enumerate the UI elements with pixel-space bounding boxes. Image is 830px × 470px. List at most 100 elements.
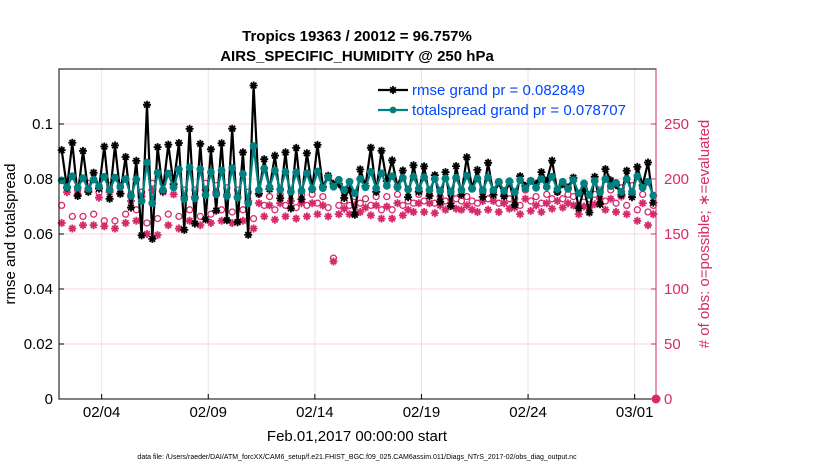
rmse-point: [292, 143, 301, 152]
legend: rmse grand pr = 0.082849 totalspread gran…: [378, 82, 626, 119]
totalspread-point: [169, 183, 178, 192]
rmse-point: [382, 177, 391, 186]
rmse-point: [628, 193, 636, 202]
totalspread-point: [462, 171, 471, 180]
evaluated-obs-point: [254, 199, 263, 208]
y2-tick-label: 0: [664, 391, 672, 408]
possible-obs-point: [121, 210, 130, 218]
x-tick-label: 02/19: [403, 404, 441, 421]
rmse-point: [276, 194, 285, 203]
totalspread-point: [590, 177, 599, 185]
rmse-point: [100, 142, 109, 151]
rmse-point: [489, 190, 498, 199]
totalspread-point: [121, 175, 130, 183]
totalspread-point: [334, 175, 343, 184]
rmse-point: [622, 166, 631, 175]
evaluated-obs-point: [526, 206, 535, 215]
y-axis-label: rmse and totalspread: [2, 164, 19, 305]
x-tick-label: 02/04: [83, 404, 121, 421]
evaluated-obs-point: [164, 221, 173, 230]
totalspread-point: [302, 169, 311, 178]
possible-obs-point: [68, 212, 76, 221]
evaluated-obs-point: [553, 197, 562, 205]
rmse-point: [425, 192, 434, 200]
rmse-point: [190, 219, 199, 228]
evaluated-obs-point: [505, 204, 514, 213]
totalspread-point: [478, 186, 487, 194]
totalspread-point: [137, 197, 146, 205]
rmse-point: [212, 206, 221, 215]
evaluated-obs-point: [537, 208, 546, 216]
rmse-point: [180, 225, 189, 234]
totalspread-point: [558, 177, 567, 186]
rmse-point: [350, 210, 359, 219]
evaluated-obs-point: [441, 205, 450, 214]
evaluated-obs-point: [580, 202, 588, 211]
evaluated-obs-point: [169, 190, 178, 199]
evaluated-obs-point: [430, 209, 439, 218]
totalspread-point: [580, 179, 588, 188]
evaluated-obs-point: [100, 222, 109, 231]
x-tick-label: 03/01: [616, 404, 654, 421]
totalspread-point: [244, 199, 253, 208]
rmse-point: [446, 202, 455, 210]
totalspread-point: [191, 194, 199, 203]
totalspread-point: [425, 186, 434, 194]
totalspread-point: [249, 142, 258, 150]
rmse-point: [132, 156, 141, 165]
rmse-point: [580, 184, 588, 193]
rmse-point: [153, 143, 162, 152]
totalspread-point: [324, 173, 333, 182]
rmse-point: [57, 146, 66, 155]
rmse-point: [313, 140, 322, 149]
totalspread-point: [318, 184, 327, 192]
rmse-point: [244, 230, 253, 239]
evaluated-obs-point: [308, 199, 317, 208]
possible-obs-point: [228, 208, 236, 216]
evaluated-obs-point: [95, 193, 103, 202]
evaluated-obs-point: [63, 188, 71, 197]
totalspread-point: [84, 185, 93, 193]
totalspread-line: [60, 145, 655, 204]
rmse-point: [606, 176, 615, 185]
evaluated-obs-point: [132, 216, 141, 225]
rmse-point: [388, 156, 397, 165]
totalspread-point: [596, 188, 604, 197]
evaluated-obs-point: [111, 224, 119, 233]
totalspread-point: [489, 186, 498, 194]
totalspread-point: [132, 175, 141, 184]
totalspread-point: [329, 182, 338, 191]
rmse-point: [574, 204, 583, 213]
totalspread-point: [228, 164, 237, 172]
rmse-point: [201, 215, 210, 224]
evaluated-obs-point: [238, 216, 247, 225]
totalspread-point: [89, 175, 98, 184]
rmse-point: [174, 139, 183, 147]
totalspread-point: [473, 174, 482, 183]
rmse-point: [260, 155, 269, 164]
evaluated-obs-point: [366, 211, 375, 220]
totalspread-point: [505, 177, 514, 186]
y-tick-label: 0.1: [32, 116, 53, 133]
totalspread-point: [574, 189, 583, 198]
evaluated-obs-point: [468, 205, 477, 214]
evaluated-obs-point: [425, 199, 434, 208]
totalspread-point: [638, 183, 647, 192]
totalspread-point: [180, 195, 189, 203]
rmse-point: [185, 124, 194, 133]
totalspread-point: [537, 175, 546, 183]
totalspread-point: [95, 182, 103, 191]
evaluated-obs-point: [324, 212, 333, 221]
evaluated-obs-point: [489, 197, 498, 205]
y2-axis-ticks: 0 50 100 150 200 250: [651, 69, 689, 408]
evaluated-obs-point: [633, 216, 642, 225]
rmse-point: [137, 231, 146, 240]
evaluated-obs-point: [318, 201, 327, 210]
evaluated-obs-point: [174, 224, 183, 233]
evaluated-obs-point: [532, 201, 541, 210]
possible-obs-point: [265, 192, 274, 201]
y-tick-label: 0.02: [24, 336, 53, 353]
rmse-point: [436, 197, 445, 206]
rmse-point: [238, 148, 247, 157]
totalspread-point: [644, 177, 652, 186]
